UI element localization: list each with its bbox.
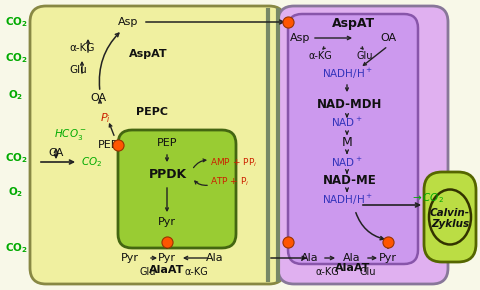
Text: NAD-MDH: NAD-MDH xyxy=(317,97,383,110)
FancyBboxPatch shape xyxy=(30,6,285,284)
Text: Calvin-: Calvin- xyxy=(430,208,470,218)
Text: AlaAT: AlaAT xyxy=(336,263,371,273)
Text: AspAT: AspAT xyxy=(331,17,374,30)
Text: AMP + PP$_i$: AMP + PP$_i$ xyxy=(210,157,257,169)
Text: α-KG: α-KG xyxy=(69,43,95,53)
Text: Glu: Glu xyxy=(357,51,373,61)
Text: Ala: Ala xyxy=(206,253,224,263)
Text: AlaAT: AlaAT xyxy=(149,265,185,275)
Text: Pyr: Pyr xyxy=(121,253,139,263)
Text: Glu: Glu xyxy=(360,267,376,277)
Text: $\mathbf{CO_2}$: $\mathbf{CO_2}$ xyxy=(4,15,27,29)
Text: $HCO_3^-$: $HCO_3^-$ xyxy=(54,126,86,142)
Text: $\rightarrow CO_2$: $\rightarrow CO_2$ xyxy=(410,191,444,205)
Text: PEP: PEP xyxy=(157,138,177,148)
Text: $\mathbf{O_2}$: $\mathbf{O_2}$ xyxy=(8,185,24,199)
Text: PPDK: PPDK xyxy=(149,168,187,182)
Text: Pyr: Pyr xyxy=(158,217,176,227)
Text: $P_i$: $P_i$ xyxy=(99,111,110,125)
Text: Ala: Ala xyxy=(343,253,361,263)
Text: CA: CA xyxy=(48,148,64,158)
FancyBboxPatch shape xyxy=(424,172,476,262)
Text: M: M xyxy=(342,137,352,150)
Text: $\mathbf{CO_2}$: $\mathbf{CO_2}$ xyxy=(4,151,27,165)
Text: α-KG: α-KG xyxy=(308,51,332,61)
Text: $\mathbf{CO_2}$: $\mathbf{CO_2}$ xyxy=(4,241,27,255)
Text: AspAT: AspAT xyxy=(129,49,168,59)
Text: Glu: Glu xyxy=(140,267,156,277)
Text: Ala: Ala xyxy=(301,253,319,263)
Text: NADH/H$^+$: NADH/H$^+$ xyxy=(322,193,372,207)
Text: OA: OA xyxy=(380,33,396,43)
Text: α-KG: α-KG xyxy=(184,267,208,277)
Text: NAD$^+$: NAD$^+$ xyxy=(331,155,363,168)
Text: NAD-ME: NAD-ME xyxy=(323,173,377,186)
Text: PEP: PEP xyxy=(98,140,118,150)
Text: Asp: Asp xyxy=(290,33,310,43)
FancyBboxPatch shape xyxy=(288,14,418,264)
Text: NAD$^+$: NAD$^+$ xyxy=(331,115,363,128)
FancyBboxPatch shape xyxy=(118,130,236,248)
FancyBboxPatch shape xyxy=(278,6,448,284)
Text: Pyr: Pyr xyxy=(379,253,397,263)
Text: ATP + P$_i$: ATP + P$_i$ xyxy=(210,176,250,188)
Text: $CO_2$: $CO_2$ xyxy=(82,155,103,169)
Text: Pyr: Pyr xyxy=(158,253,176,263)
Text: OA: OA xyxy=(90,93,106,103)
Text: Zyklus: Zyklus xyxy=(431,219,469,229)
Text: α-KG: α-KG xyxy=(315,267,339,277)
Text: PEPC: PEPC xyxy=(136,107,168,117)
Text: Asp: Asp xyxy=(118,17,138,27)
Text: NADH/H$^+$: NADH/H$^+$ xyxy=(322,67,372,81)
Text: $\mathbf{O_2}$: $\mathbf{O_2}$ xyxy=(8,88,24,102)
Text: $\mathbf{CO_2}$: $\mathbf{CO_2}$ xyxy=(4,51,27,65)
Text: Glu: Glu xyxy=(69,65,87,75)
